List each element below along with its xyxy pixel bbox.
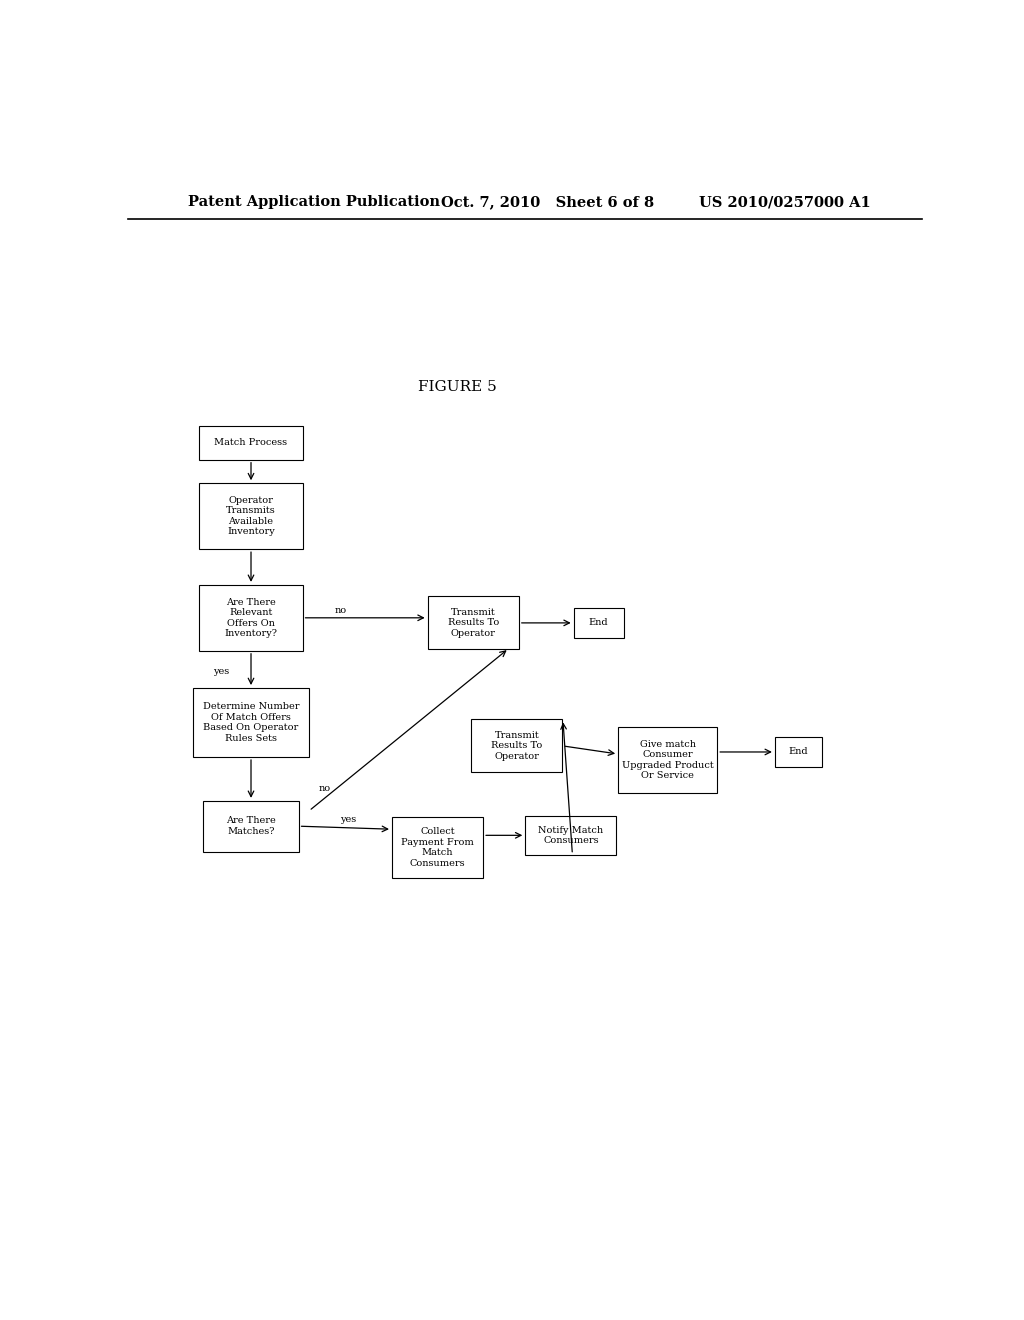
Text: Are There
Relevant
Offers On
Inventory?: Are There Relevant Offers On Inventory? xyxy=(224,598,278,638)
FancyBboxPatch shape xyxy=(200,426,303,459)
FancyBboxPatch shape xyxy=(428,597,519,649)
FancyBboxPatch shape xyxy=(775,737,822,767)
FancyBboxPatch shape xyxy=(573,607,624,638)
Text: Oct. 7, 2010   Sheet 6 of 8: Oct. 7, 2010 Sheet 6 of 8 xyxy=(441,195,654,209)
Text: yes: yes xyxy=(214,667,229,676)
Text: no: no xyxy=(318,784,331,793)
FancyBboxPatch shape xyxy=(471,719,562,772)
Text: End: End xyxy=(788,747,808,756)
FancyBboxPatch shape xyxy=(200,585,303,651)
FancyBboxPatch shape xyxy=(204,801,299,851)
Text: yes: yes xyxy=(341,814,356,824)
FancyBboxPatch shape xyxy=(618,727,717,793)
Text: Match Process: Match Process xyxy=(214,438,288,447)
Text: no: no xyxy=(335,606,347,615)
Text: Collect
Payment From
Match
Consumers: Collect Payment From Match Consumers xyxy=(401,828,474,867)
FancyBboxPatch shape xyxy=(525,816,616,854)
Text: Patent Application Publication: Patent Application Publication xyxy=(187,195,439,209)
Text: Are There
Matches?: Are There Matches? xyxy=(226,817,275,836)
FancyBboxPatch shape xyxy=(194,688,308,758)
Text: Determine Number
Of Match Offers
Based On Operator
Rules Sets: Determine Number Of Match Offers Based O… xyxy=(203,702,299,743)
Text: Give match
Consumer
Upgraded Product
Or Service: Give match Consumer Upgraded Product Or … xyxy=(622,741,714,780)
Text: US 2010/0257000 A1: US 2010/0257000 A1 xyxy=(699,195,871,209)
Text: Operator
Transmits
Available
Inventory: Operator Transmits Available Inventory xyxy=(226,496,275,536)
FancyBboxPatch shape xyxy=(392,817,483,878)
Text: FIGURE 5: FIGURE 5 xyxy=(418,380,497,395)
Text: Notify Match
Consumers: Notify Match Consumers xyxy=(539,825,603,845)
Text: Transmit
Results To
Operator: Transmit Results To Operator xyxy=(447,609,499,638)
Text: Transmit
Results To
Operator: Transmit Results To Operator xyxy=(492,731,543,760)
Text: End: End xyxy=(589,618,608,627)
FancyBboxPatch shape xyxy=(200,483,303,549)
